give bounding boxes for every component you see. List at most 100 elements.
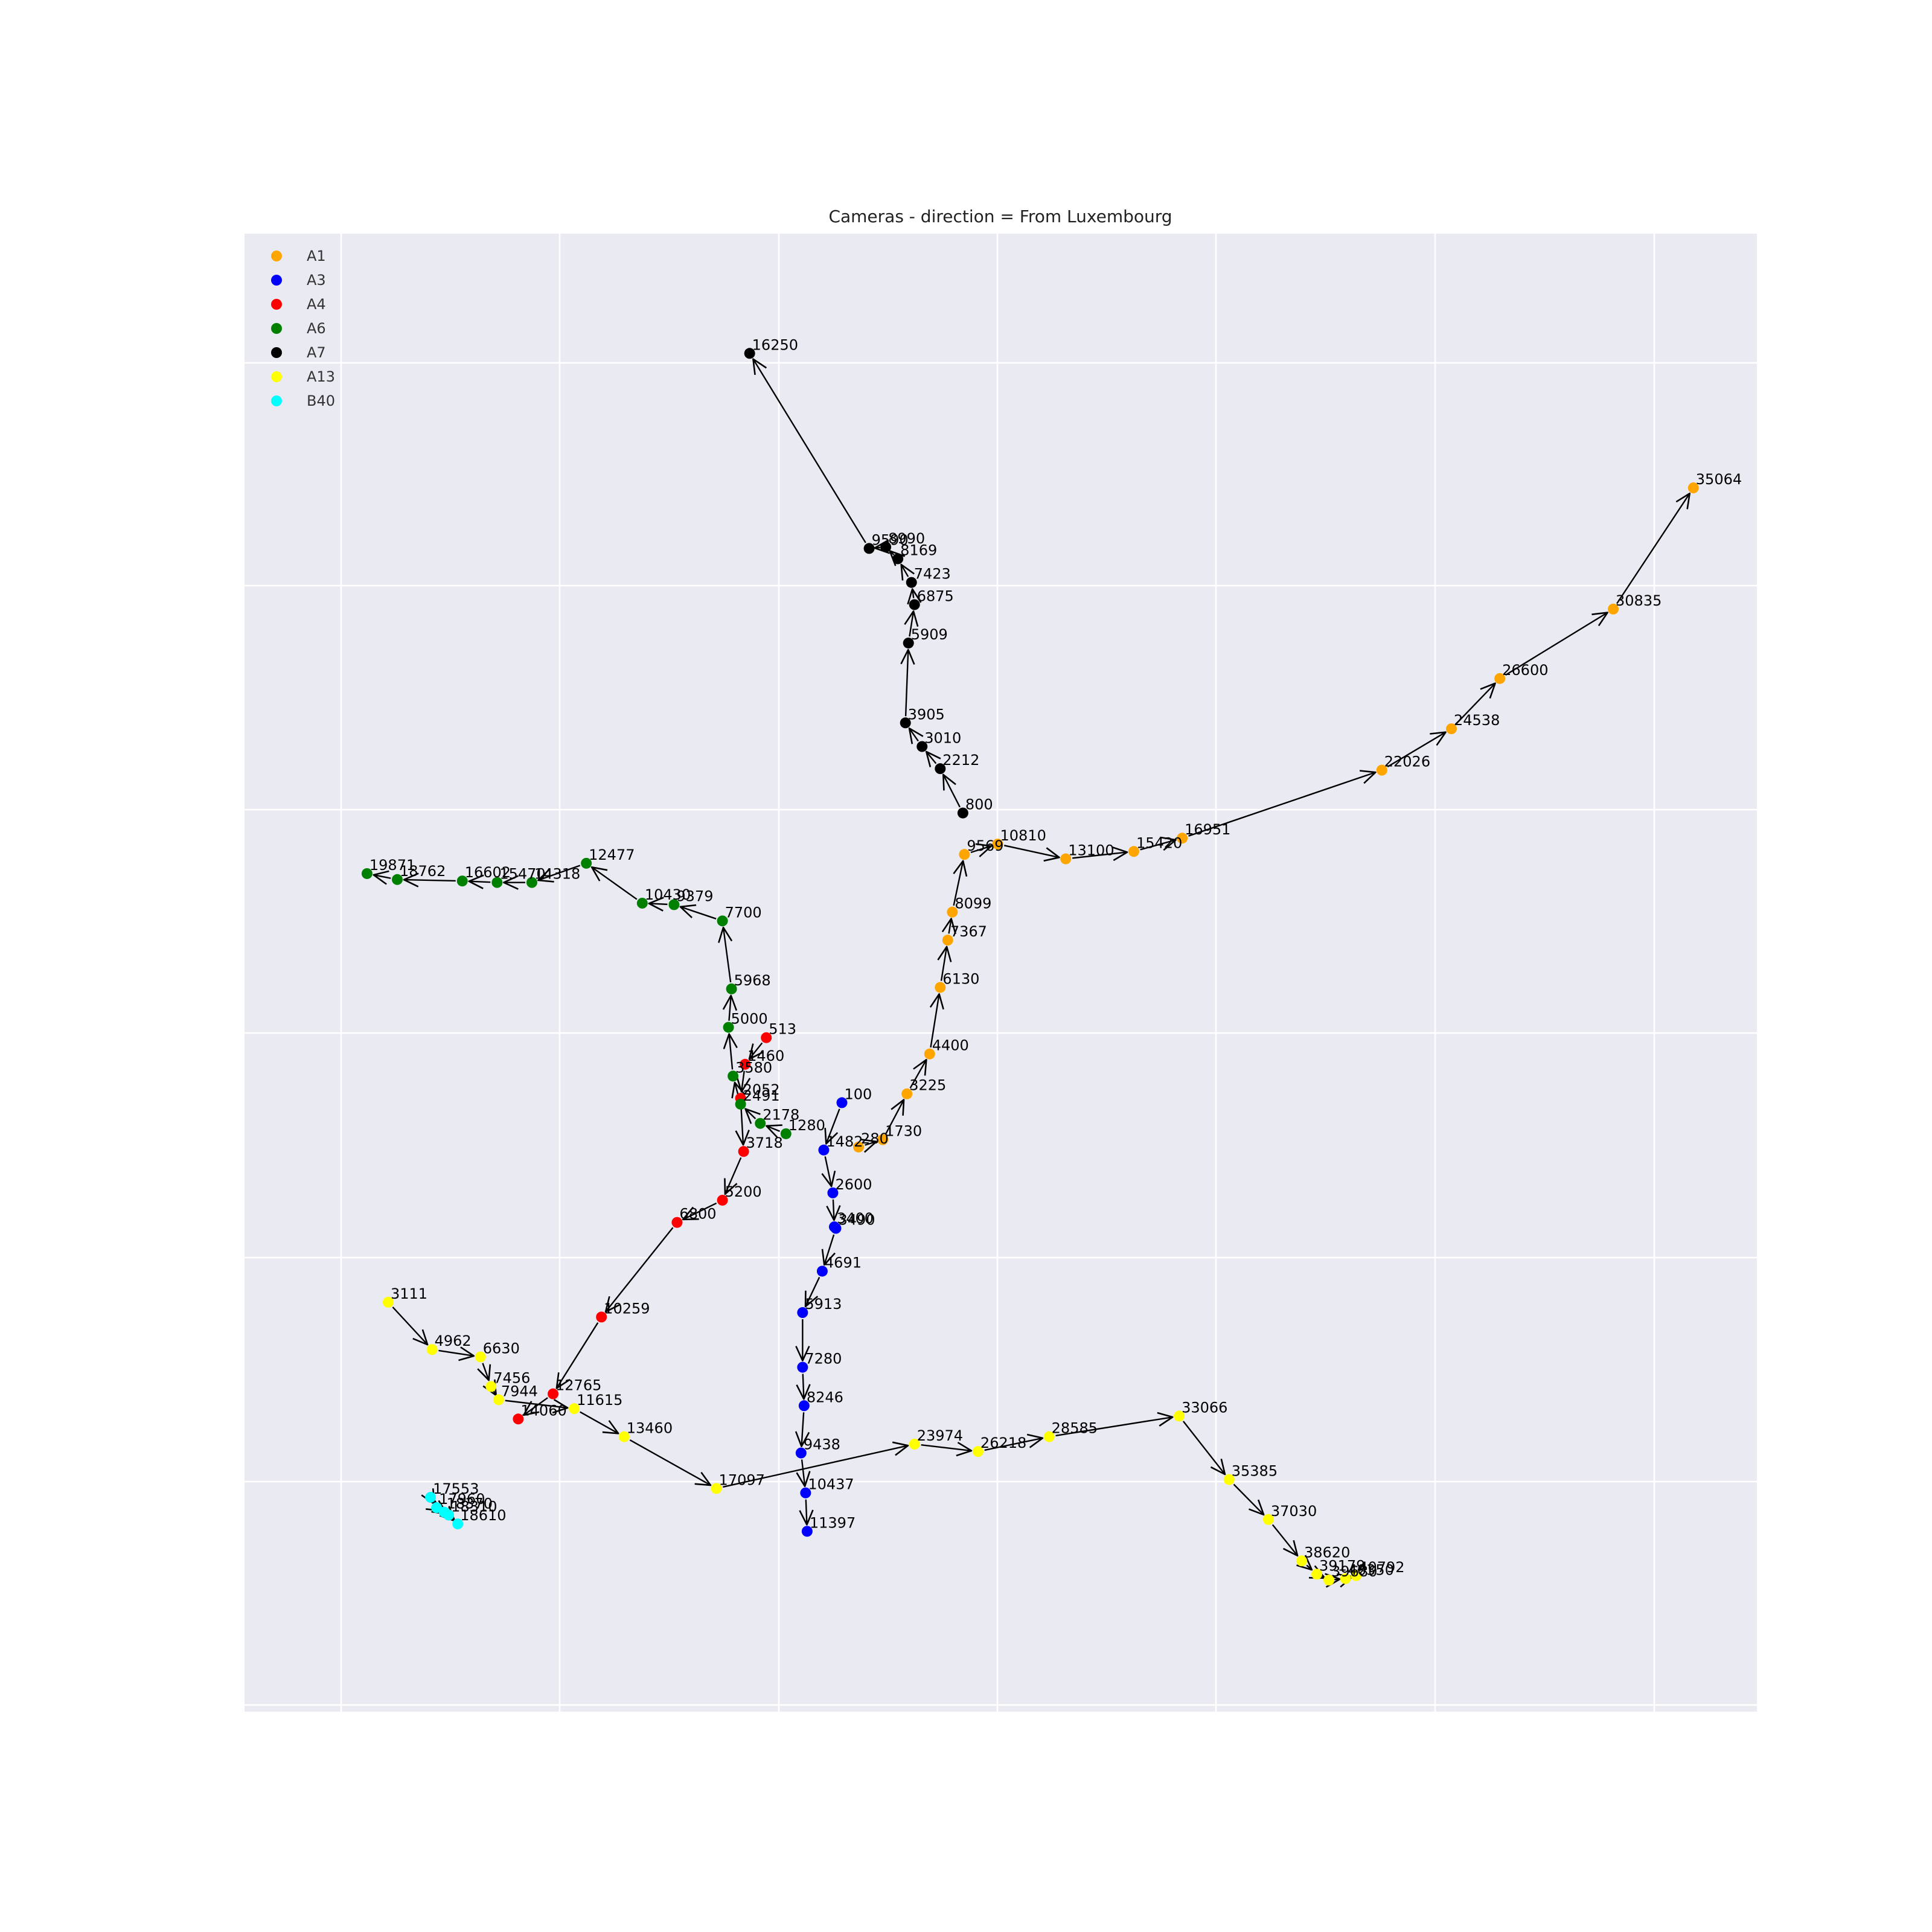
point-A3-5913 — [797, 1307, 808, 1319]
point-label-A4-1460: 1460 — [747, 1048, 784, 1064]
arrow-A4-5200 — [682, 1202, 717, 1221]
arrow-A13-7944 — [505, 1399, 569, 1414]
point-label-A13-4962: 4962 — [435, 1332, 472, 1349]
arrow-A1-280 — [860, 1139, 877, 1153]
arrow-A6-2178 — [744, 1108, 761, 1124]
point-A6-7700 — [717, 915, 728, 927]
point-label-A7-3010: 3010 — [924, 729, 961, 746]
legend-marker-A4 — [271, 299, 282, 310]
legend-marker-A3 — [271, 275, 282, 286]
point-A13-33066 — [1174, 1410, 1185, 1422]
point-A7-3010 — [916, 741, 928, 752]
arrow-A6-5000 — [722, 994, 738, 1021]
point-label-A1-7367: 7367 — [950, 923, 987, 940]
point-label-A1-8099: 8099 — [955, 895, 991, 912]
point-label-B40-18610: 18610 — [460, 1507, 506, 1524]
point-A4-513 — [761, 1032, 772, 1043]
point-A7-5909 — [903, 638, 914, 649]
point-A3-10437 — [800, 1487, 811, 1499]
point-label-A13-39680: 39680 — [1331, 1563, 1377, 1580]
point-label-A13-39179: 39179 — [1319, 1557, 1365, 1574]
point-B40-18610 — [452, 1518, 464, 1530]
point-label-A7-16250: 16250 — [752, 336, 798, 353]
point-label-A6-19871: 19871 — [369, 857, 415, 874]
point-label-A13-11615: 11615 — [577, 1392, 622, 1409]
point-A13-13460 — [618, 1431, 630, 1442]
arrow-A6-1280 — [766, 1124, 782, 1138]
point-A13-3111 — [382, 1296, 394, 1308]
point-label-A3-3490: 3490 — [838, 1212, 875, 1229]
point-A1-7367 — [942, 935, 953, 946]
point-A13-35385 — [1223, 1474, 1235, 1485]
plot-area — [245, 234, 1757, 1712]
point-label-A6-7700: 7700 — [725, 904, 762, 921]
point-A1-9569 — [959, 849, 970, 860]
point-label-A4-14060: 14060 — [520, 1402, 566, 1419]
point-A13-40350 — [1340, 1573, 1351, 1584]
point-label-A1-1730: 1730 — [885, 1123, 922, 1140]
arrow-A13-26218 — [984, 1433, 1044, 1451]
point-label-A7-8990: 8990 — [888, 530, 925, 547]
point-A6-15470 — [491, 877, 503, 888]
arrow-A1-6130 — [937, 945, 952, 981]
point-label-A6-9379: 9379 — [676, 888, 713, 904]
point-A1-13100 — [1060, 853, 1072, 865]
point-A7-7423 — [906, 577, 917, 588]
point-label-A3-11397: 11397 — [810, 1514, 856, 1531]
arrow-A13-23974 — [921, 1442, 973, 1457]
point-A13-6630 — [475, 1351, 486, 1363]
point-A4-14060 — [513, 1413, 524, 1425]
point-A13-39179 — [1311, 1569, 1323, 1580]
point-A6-18762 — [392, 874, 403, 885]
point-A6-5000 — [723, 1022, 734, 1033]
arrow-A7-6875 — [907, 588, 922, 605]
point-A13-4962 — [426, 1344, 438, 1355]
point-A7-9590 — [863, 543, 875, 554]
point-label-A13-3111: 3111 — [391, 1285, 427, 1302]
point-A1-15420 — [1128, 846, 1139, 857]
point-label-A6-1280: 1280 — [788, 1117, 825, 1134]
point-A13-28585 — [1043, 1431, 1055, 1442]
point-A1-280 — [853, 1141, 865, 1153]
arrow-A1-26600 — [1505, 612, 1608, 676]
arrow-A1-3225 — [909, 1058, 927, 1089]
grid-lines — [245, 234, 1757, 1712]
point-label-A6-5968: 5968 — [734, 972, 771, 989]
arrow-A6-9379 — [648, 897, 668, 912]
arrow-A6-10430 — [590, 866, 638, 900]
point-label-B40-17553: 17553 — [433, 1480, 479, 1497]
point-label-A3-3400: 3400 — [837, 1210, 874, 1227]
point-label-A1-4400: 4400 — [932, 1037, 969, 1054]
point-A1-35064 — [1687, 482, 1699, 494]
arrow-A13-4962 — [438, 1346, 475, 1361]
arrow-A6-5968 — [718, 926, 733, 983]
point-A6-5968 — [726, 983, 737, 994]
point-label-A4-5200: 5200 — [725, 1183, 762, 1200]
point-B40-18310 — [443, 1509, 455, 1521]
point-label-A13-38620: 38620 — [1304, 1544, 1350, 1561]
point-label-A13-7944: 7944 — [501, 1383, 538, 1399]
arrow-A6-3580 — [723, 1033, 738, 1070]
point-A6-19871 — [361, 868, 373, 879]
arrows-layer — [373, 358, 1691, 1588]
point-label-B40-18310: 18310 — [451, 1498, 497, 1515]
point-A1-4400 — [924, 1048, 935, 1060]
arrow-A7-7423 — [900, 563, 915, 581]
arrow-A7-2212 — [925, 750, 941, 767]
point-label-A6-14318: 14318 — [534, 866, 580, 883]
arrow-A1-9569 — [970, 843, 993, 857]
arrow-A1-7367 — [941, 918, 956, 935]
point-label-A3-5913: 5913 — [805, 1296, 842, 1313]
arrow-A4-2052 — [735, 1104, 750, 1146]
point-A6-1280 — [780, 1128, 792, 1139]
point-A3-4691 — [816, 1265, 828, 1277]
arrow-A3-9438 — [796, 1459, 811, 1488]
point-label-A7-2212: 2212 — [942, 752, 979, 769]
point-label-A13-23974: 23974 — [917, 1427, 963, 1444]
legend-label-B40: B40 — [307, 392, 335, 409]
arrow-A1-24538 — [1455, 682, 1496, 724]
arrow-A13-17097 — [723, 1441, 909, 1488]
legend-label-A3: A3 — [307, 272, 326, 289]
